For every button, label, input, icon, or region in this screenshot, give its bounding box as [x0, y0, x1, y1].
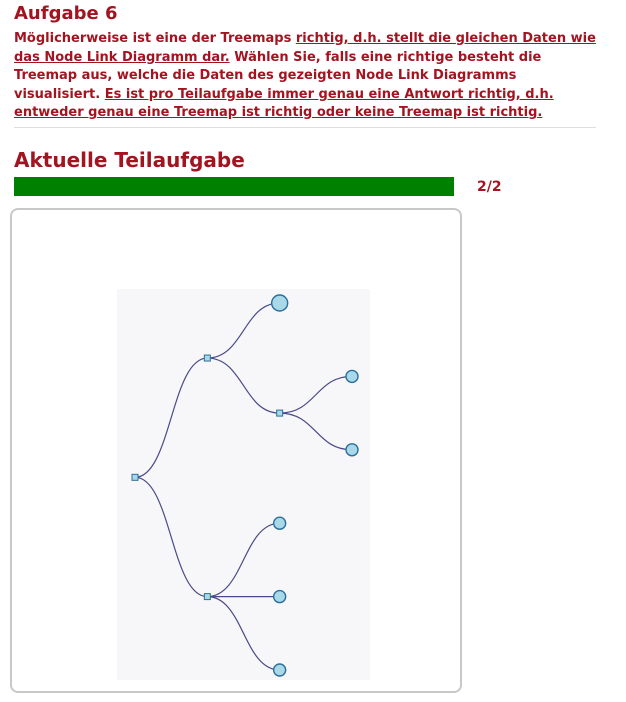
tree-inner-node	[276, 409, 284, 417]
tree-link	[279, 375, 353, 414]
tree-link	[207, 357, 280, 414]
instruction-emphasis: Es ist pro Teilaufgabe immer genau eine …	[14, 86, 554, 121]
tree-leaf-node	[345, 443, 359, 457]
tree-inner-node	[131, 473, 139, 481]
tree-inner-node	[203, 593, 211, 601]
tree-link	[207, 596, 280, 671]
instruction-text: Wählen Sie, falls eine richtige besteht …	[14, 49, 542, 102]
subtask-progress-fill	[14, 177, 454, 196]
node-link-diagram-card	[10, 208, 462, 693]
tree-link	[134, 357, 208, 478]
tree-link	[279, 412, 353, 451]
instruction-text: Möglicherweise ist eine der Treemaps	[14, 31, 296, 46]
task-instructions: Möglicherweise ist eine der Treemaps ric…	[14, 30, 604, 123]
tree-leaf-node	[272, 663, 287, 677]
tree-leaf-node	[345, 369, 359, 384]
subtask-progress-label: 2/2	[477, 179, 502, 195]
tree-leaf-node	[272, 589, 287, 604]
task-title: Aufgabe 6	[14, 3, 118, 24]
tree-leaf-node	[272, 516, 287, 530]
subtask-heading: Aktuelle Teilaufgabe	[14, 148, 245, 172]
node-link-diagram-canvas	[117, 289, 370, 680]
instruction-emphasis: richtig, d.h. stellt die gleichen Daten …	[14, 31, 596, 65]
node-link-diagram	[131, 294, 359, 677]
tree-links	[134, 302, 353, 671]
tree-inner-node	[203, 354, 211, 362]
section-divider	[14, 127, 596, 128]
tree-leaf-node	[270, 294, 289, 312]
subtask-progress-bar	[14, 177, 454, 196]
tree-link	[134, 476, 208, 598]
tree-nodes	[131, 294, 359, 677]
tree-link	[207, 522, 280, 598]
tree-link	[207, 302, 280, 359]
